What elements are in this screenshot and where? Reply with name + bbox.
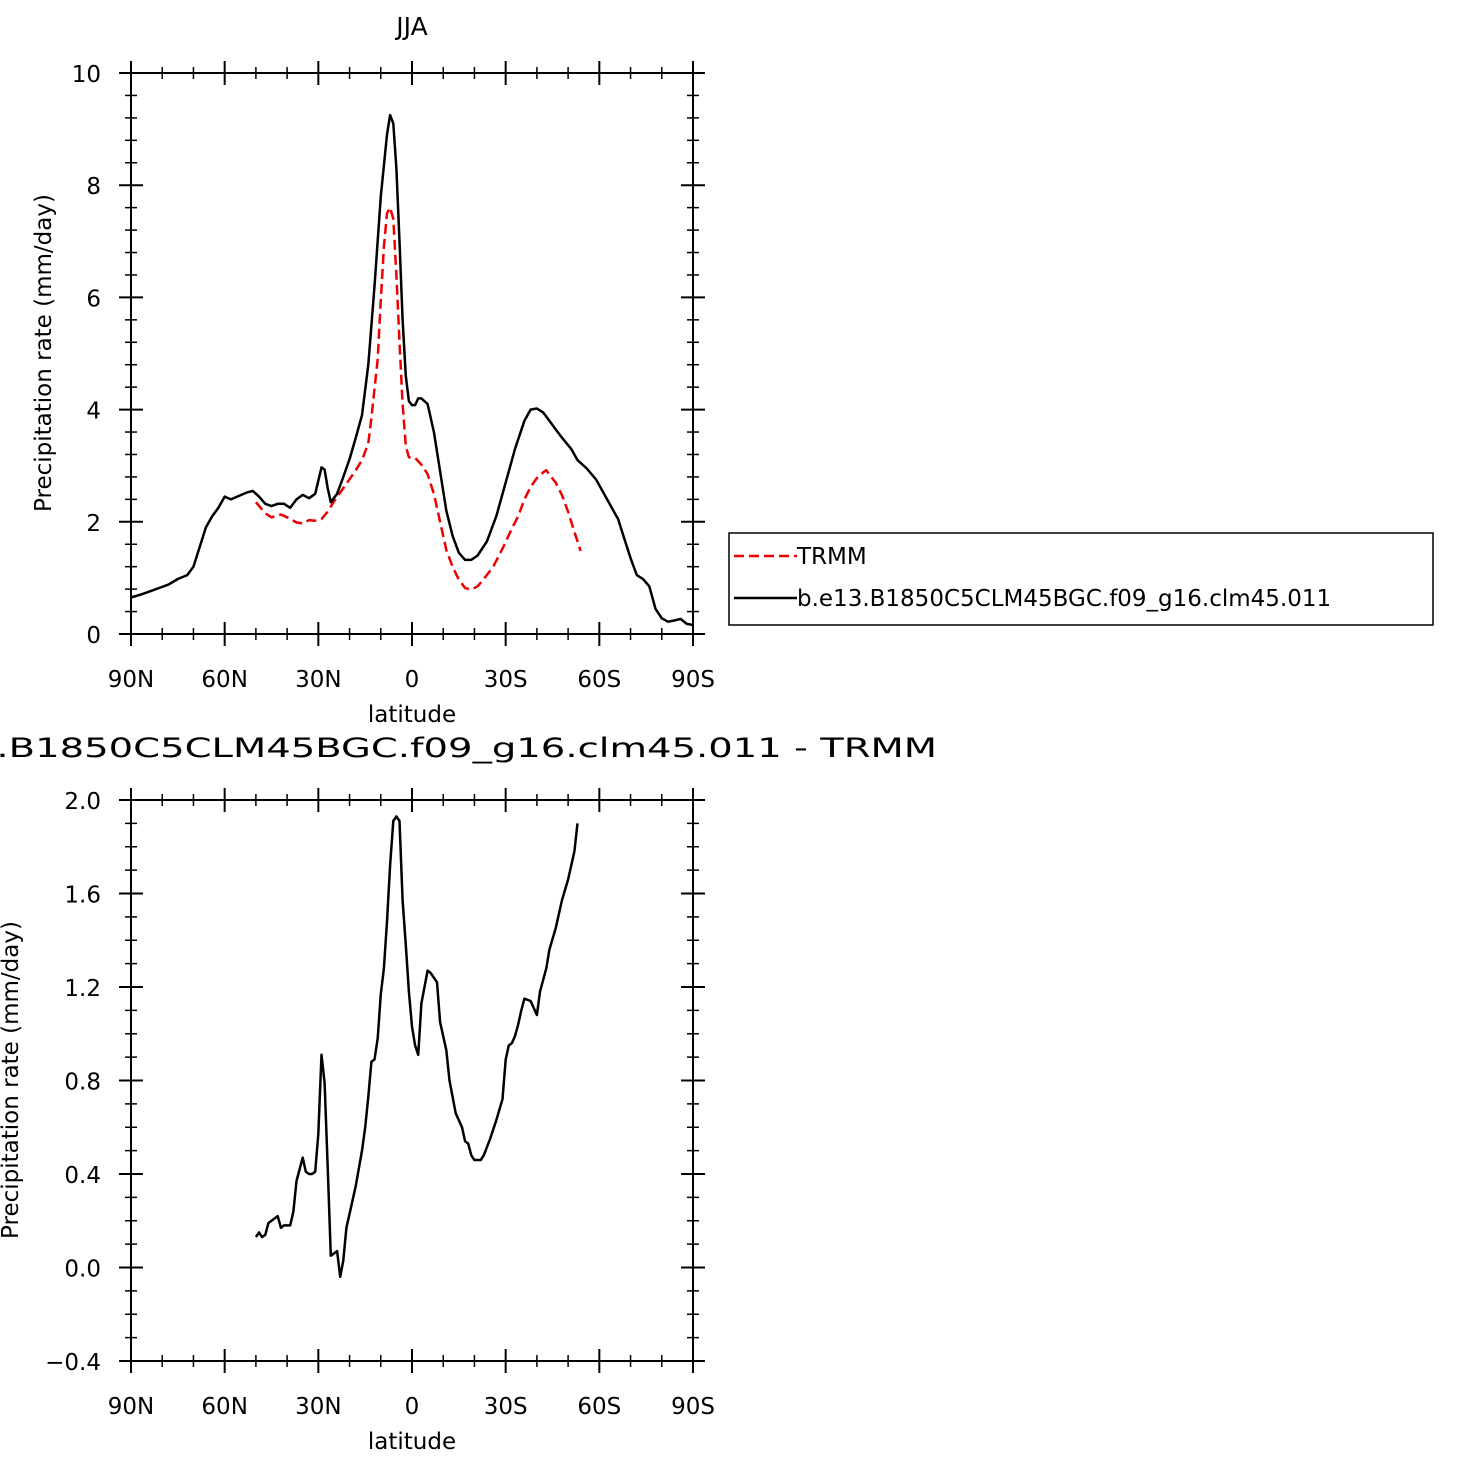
x-tick-label: 60S [577,667,621,693]
difference-panel: b.e13.B1850C5CLM45BGC.f09_g16.clm45.011 … [0,733,937,1455]
y-axis-label-clip: Precipitation rate (mm/day) [0,921,24,1239]
y-tick-label: −0.4 [45,1350,101,1376]
x-tick-label: 90S [671,1394,715,1420]
y-axis-label: Precipitation rate (mm/day) [31,194,57,512]
series-line-0 [254,206,582,591]
x-tick-label: 90N [108,667,154,693]
x-tick-label: 90S [671,667,715,693]
x-tick-label: 30N [295,1394,341,1420]
legend: TRMM b.e13.B1850C5CLM45BGC.f09_g16.clm45… [728,532,1434,626]
chart-title: b.e13.B1850C5CLM45BGC.f09_g16.clm45.011 … [0,733,937,764]
x-tick-labels: 90N 60N 30N 0 30S 60S 90S [108,667,715,693]
y-tick-label: 2 [86,511,101,537]
series-line-1 [130,113,694,627]
x-axis-label: latitude [368,1429,456,1455]
y-tick-label: 1.6 [64,883,101,909]
y-tick-label: 2.0 [64,789,101,815]
series-lines [254,815,579,1279]
legend-box [728,532,1434,626]
x-tick-labels: 90N 60N 30N 0 30S 60S 90S [108,1394,715,1420]
x-tick-label: 60N [201,1394,247,1420]
series-line-0 [254,815,579,1279]
y-tick-label: 0.8 [64,1070,101,1096]
y-tick-label: 4 [86,399,101,425]
y-axis-label: Precipitation rate (mm/day) [0,921,24,1239]
x-tick-label: 30N [295,667,341,693]
x-tick-label: 60N [201,667,247,693]
tick-marks [119,788,705,1373]
y-tick-labels: −0.4 0.0 0.4 0.8 1.2 1.6 2.0 [45,789,101,1376]
y-tick-label: 6 [86,286,101,312]
x-axis-label: latitude [368,702,456,728]
y-tick-label: 0.4 [64,1163,101,1189]
y-tick-label: 10 [72,62,101,88]
plot-frame [130,799,694,1362]
x-tick-label: 30S [484,667,528,693]
legend-label-trmm: TRMM [796,544,867,570]
y-tick-label: 0 [86,623,101,649]
tick-marks [119,61,705,646]
legend-label-model: b.e13.B1850C5CLM45BGC.f09_g16.clm45.011 [797,586,1331,612]
x-tick-label: 0 [405,667,420,693]
y-tick-labels: 0 2 4 6 8 10 [72,62,101,649]
x-tick-label: 60S [577,1394,621,1420]
x-tick-label: 30S [484,1394,528,1420]
zonal-mean-panel: JJA 0 2 4 6 8 10 90N 60N 30N 0 30S 60S 90S latitude… [31,12,715,728]
plot-frame [130,72,694,635]
chart-title: JJA [394,12,427,41]
y-tick-label: 1.2 [64,976,101,1002]
series-lines [130,113,694,627]
x-tick-label: 0 [405,1394,420,1420]
y-tick-label: 0.0 [64,1257,101,1283]
x-tick-label: 90N [108,1394,154,1420]
y-tick-label: 8 [86,174,101,200]
